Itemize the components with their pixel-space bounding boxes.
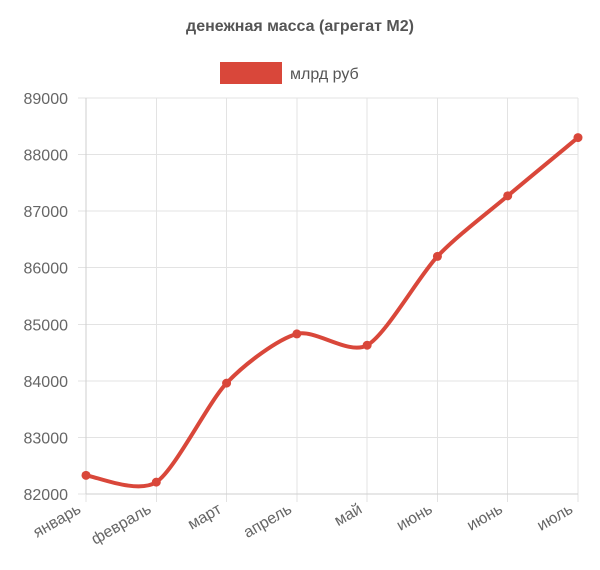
x-tick-label: февраль [89,501,155,549]
x-tick-label: май [332,501,365,530]
y-axis-ticks: 82000 83000 84000 85000 86000 87000 88000 89000 [24,91,69,504]
data-point[interactable] [81,470,91,480]
data-point[interactable] [151,477,161,487]
legend-color-swatch [220,62,282,84]
series-layer [81,133,583,489]
axes [85,98,578,495]
y-tick-label: 88000 [24,148,69,165]
y-tick-label: 87000 [24,204,69,221]
x-tick-label: март [185,500,225,533]
x-tick-label: июнь [464,501,506,535]
grid-lines [78,97,579,502]
x-axis-ticks: январь февраль март апрель май июнь июнь июль [31,500,576,548]
y-tick-label: 83000 [24,430,69,447]
y-tick-label: 84000 [24,374,69,391]
x-tick-label: июль [534,501,576,535]
y-tick-label: 82000 [24,487,69,504]
data-point[interactable] [503,191,513,201]
data-point[interactable] [292,329,302,339]
x-tick-label: июнь [394,501,436,535]
series-line [84,135,580,489]
data-point[interactable] [573,133,583,143]
y-tick-label: 89000 [24,91,69,108]
y-tick-label: 85000 [24,317,69,334]
x-tick-label: январь [31,501,84,542]
x-tick-label: апрель [241,501,295,542]
data-point[interactable] [222,378,232,388]
data-point[interactable] [432,251,442,261]
y-tick-label: 86000 [24,261,69,278]
data-point[interactable] [362,340,372,350]
legend-label: млрд руб [290,66,359,83]
chart-title: денежная масса (агрегат М2) [186,18,414,35]
